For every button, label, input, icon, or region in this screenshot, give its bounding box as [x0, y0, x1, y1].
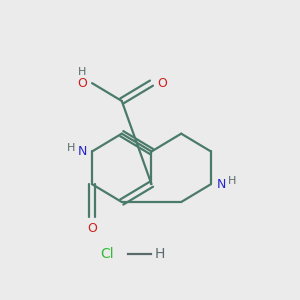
Text: H: H — [78, 67, 87, 76]
Text: N: N — [77, 145, 87, 158]
Text: H: H — [154, 247, 165, 261]
Text: Cl: Cl — [101, 247, 114, 261]
Text: O: O — [157, 76, 167, 90]
Text: H: H — [228, 176, 236, 186]
Text: O: O — [77, 76, 87, 90]
Text: N: N — [216, 178, 226, 191]
Text: O: O — [87, 222, 97, 235]
Text: H: H — [67, 143, 76, 153]
